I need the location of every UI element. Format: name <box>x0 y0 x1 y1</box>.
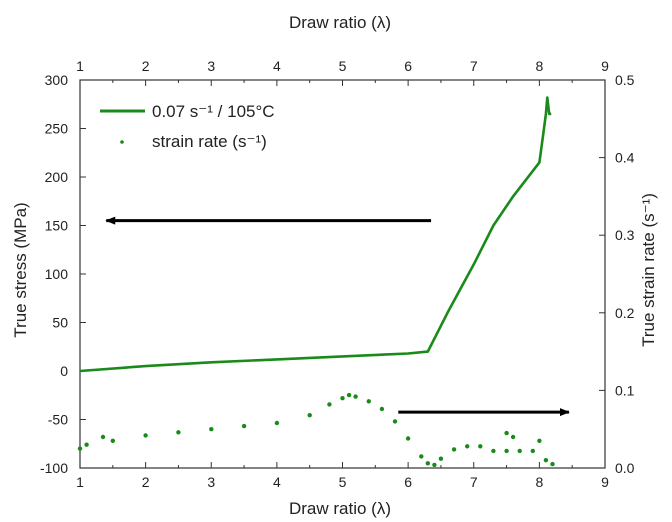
x-tick-label-top: 6 <box>404 58 412 74</box>
x-tick-label-bottom: 1 <box>76 474 84 490</box>
series-point-strain-rate <box>274 420 280 426</box>
series-point-strain-rate <box>307 413 312 418</box>
x-tick-label-top: 7 <box>470 58 478 74</box>
series-point-strain-rate <box>392 419 398 424</box>
series-point-strain-rate <box>77 446 83 451</box>
x-tick-label-bottom: 7 <box>470 474 478 490</box>
series-point-strain-rate <box>438 456 444 461</box>
series-point-strain-rate <box>504 430 509 436</box>
x-tick-label-top: 4 <box>273 58 281 74</box>
series-point-strain-rate <box>517 448 522 454</box>
series-point-strain-rate <box>346 392 352 398</box>
x-tick-label-bottom: 5 <box>339 474 347 490</box>
series-point-strain-rate <box>491 448 496 454</box>
x-tick-label-top: 8 <box>535 58 543 74</box>
y-right-tick-label: 0.1 <box>615 382 635 398</box>
series-point-strain-rate <box>537 438 542 443</box>
series-point-strain-rate <box>379 406 385 412</box>
series-point-strain-rate <box>340 396 345 401</box>
axis-ticks: 1 1 2 2 3 3 4 4 5 5 6 6 7 7 8 8 9 9 300 250 200 150 100 50 0 -50 -… <box>40 58 635 490</box>
y-left-tick-label: 100 <box>45 266 69 282</box>
legend: 0.07 s⁻¹ / 105°C strain rate (s⁻¹) <box>100 102 275 151</box>
legend-label-strain-rate: strain rate (s⁻¹) <box>152 132 267 151</box>
x-axis-title-bottom: Draw ratio (λ) <box>289 499 391 518</box>
series-point-strain-rate <box>405 436 411 441</box>
y-left-tick-label: -50 <box>48 412 68 428</box>
series-point-strain-rate <box>84 442 89 447</box>
series-layer <box>77 96 555 468</box>
legend-label-stress: 0.07 s⁻¹ / 105°C <box>152 102 275 121</box>
y-axis-title-right: True strain rate (s⁻¹) <box>639 193 658 347</box>
x-tick-label-bottom: 6 <box>404 474 412 490</box>
y-right-tick-label: 0.0 <box>615 460 635 476</box>
x-tick-label-bottom: 2 <box>142 474 150 490</box>
series-point-strain-rate <box>143 433 148 438</box>
series-line-stress <box>79 96 552 373</box>
x-tick-label-bottom: 9 <box>601 474 609 490</box>
series-point-strain-rate <box>530 448 535 454</box>
x-tick-label-top: 1 <box>76 58 84 74</box>
y-right-tick-label: 0.5 <box>615 72 635 88</box>
series-point-strain-rate <box>176 430 181 435</box>
series-point-strain-rate <box>327 402 332 407</box>
series-point-strain-rate <box>100 434 106 440</box>
series-point-strain-rate <box>209 427 214 432</box>
series-point-strain-rate <box>543 458 549 463</box>
series-point-strain-rate <box>425 461 430 466</box>
series-point-strain-rate <box>550 461 555 467</box>
x-axis-title-top: Draw ratio (λ) <box>289 13 391 32</box>
y-right-tick-label: 0.3 <box>615 227 635 243</box>
y-left-tick-label: 250 <box>45 121 69 137</box>
y-right-tick-label: 0.4 <box>615 150 635 166</box>
y-axis-title-left: True stress (MPa) <box>11 202 30 337</box>
y-left-tick-label: 150 <box>45 218 69 234</box>
y-left-tick-label: -100 <box>40 460 68 476</box>
x-tick-label-bottom: 3 <box>207 474 215 490</box>
x-tick-label-top: 2 <box>142 58 150 74</box>
x-tick-label-top: 9 <box>601 58 609 74</box>
x-tick-label-top: 3 <box>207 58 215 74</box>
y-left-tick-label: 50 <box>52 315 68 331</box>
x-tick-label-top: 5 <box>339 58 347 74</box>
annotation-layer <box>105 216 570 417</box>
legend-dot-swatch <box>120 140 124 144</box>
series-point-strain-rate <box>366 399 371 404</box>
series-point-strain-rate <box>504 448 509 454</box>
series-point-strain-rate <box>241 423 247 429</box>
series-point-strain-rate <box>353 394 358 399</box>
series-point-strain-rate <box>432 462 437 468</box>
series-point-strain-rate <box>451 447 457 452</box>
x-tick-label-bottom: 4 <box>273 474 281 490</box>
series-point-strain-rate <box>110 438 116 443</box>
series-point-strain-rate <box>478 444 483 449</box>
y-left-tick-label: 300 <box>45 72 69 88</box>
y-left-tick-label: 0 <box>60 363 68 379</box>
y-right-tick-label: 0.2 <box>615 305 635 321</box>
series-point-strain-rate <box>510 434 516 440</box>
x-tick-label-bottom: 8 <box>535 474 543 490</box>
series-point-strain-rate <box>465 444 470 449</box>
y-left-tick-label: 200 <box>45 169 69 185</box>
series-point-strain-rate <box>419 454 424 459</box>
